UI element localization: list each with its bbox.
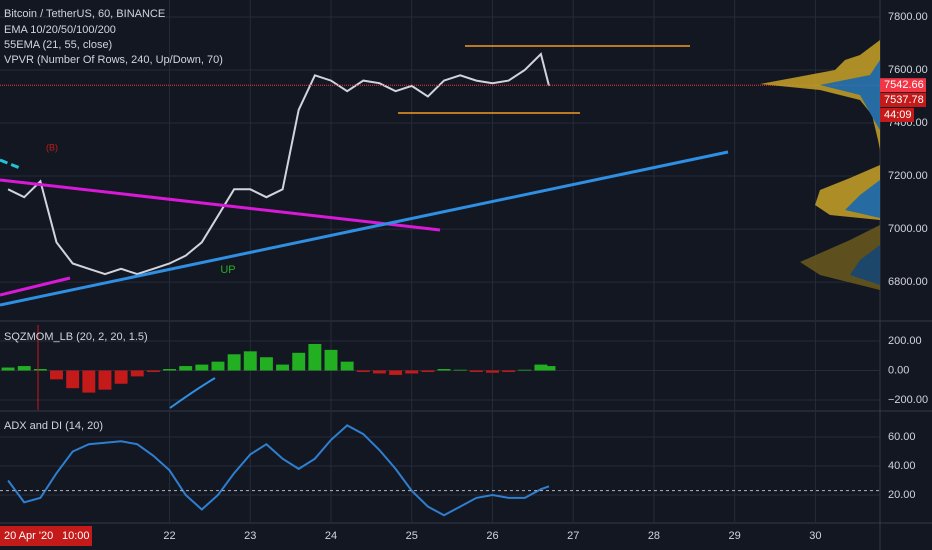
histogram-bar: [114, 370, 128, 384]
histogram-bar: [469, 370, 483, 372]
x-tick-label: 22: [163, 530, 175, 542]
histogram-bar: [146, 370, 160, 372]
trend-line: [0, 178, 441, 232]
y-tick-label: 60.00: [888, 431, 916, 443]
histogram-bar: [17, 366, 31, 371]
histogram-bar: [1, 367, 15, 371]
histogram-bar: [243, 351, 257, 371]
price-tag-bg: [880, 108, 914, 122]
indicator-label: 55EMA (21, 55, close): [4, 39, 112, 51]
y-tick-label: 7200.00: [888, 170, 928, 182]
histogram-bar: [389, 370, 403, 375]
price-tag: 7537.78: [884, 94, 924, 106]
indicator-label: EMA 10/20/50/100/200: [4, 24, 116, 36]
histogram-bar: [453, 369, 467, 371]
indicator-label: VPVR (Number Of Rows, 240, Up/Down, 70): [4, 54, 223, 66]
x-tick-label: 26: [486, 530, 498, 542]
y-tick-label: 7600.00: [888, 64, 928, 76]
histogram-bar: [227, 354, 241, 371]
x-tick-label: 28: [648, 530, 660, 542]
histogram-bar: [33, 369, 47, 371]
trend-line: [0, 158, 21, 170]
y-tick-label: 7800.00: [888, 11, 928, 23]
y-tick-label: −200.00: [888, 394, 928, 406]
histogram-bar: [372, 370, 386, 374]
histogram-bar: [211, 361, 225, 371]
pane-title: SQZMOM_LB (20, 2, 20, 1.5): [4, 331, 148, 343]
x-tick-label: 29: [729, 530, 741, 542]
histogram-bar: [163, 369, 176, 371]
symbol-title: Bitcoin / TetherUS, 60, BINANCE: [4, 8, 165, 20]
histogram-bar: [405, 370, 419, 374]
histogram-bar: [340, 361, 354, 371]
trend-line: [0, 276, 71, 297]
y-tick-label: 40.00: [888, 460, 916, 472]
y-tick-label: 7000.00: [888, 223, 928, 235]
series-line: [7, 52, 550, 276]
y-tick-label: 200.00: [888, 335, 922, 347]
annotation: UP: [220, 264, 235, 276]
histogram-bar: [534, 364, 548, 371]
crosshair-label-bg: [0, 526, 92, 546]
y-tick-label: 20.00: [888, 489, 916, 501]
histogram-bar: [50, 370, 63, 380]
histogram-bar: [98, 370, 112, 390]
price-tag-bg: [880, 93, 926, 107]
last-price-label: 7542.66: [884, 79, 924, 91]
histogram-bar: [276, 364, 290, 371]
histogram-bar: [518, 369, 532, 371]
x-tick-label: 30: [809, 530, 821, 542]
last-price-bg: [880, 78, 926, 93]
volume-profile: [760, 40, 880, 290]
drawing-line: [169, 377, 216, 409]
x-tick-label: 27: [567, 530, 579, 542]
histogram-bar: [82, 370, 96, 393]
histogram-bar: [66, 370, 80, 389]
histogram-bar: [292, 352, 306, 371]
histogram-bar: [437, 369, 451, 371]
histogram-bar: [130, 370, 144, 377]
x-tick-label: 25: [406, 530, 418, 542]
histogram-bar: [542, 366, 556, 371]
crosshair-time: 10:00: [62, 530, 90, 542]
x-tick-label: 23: [244, 530, 256, 542]
histogram-bar: [486, 370, 499, 373]
crosshair-date: 20 Apr '20: [4, 530, 53, 542]
histogram-bar: [502, 370, 516, 372]
countdown-tag: 44:09: [884, 109, 912, 121]
y-tick-label: 6800.00: [888, 276, 928, 288]
histogram-bar: [308, 343, 322, 371]
histogram-bar: [356, 370, 370, 372]
annotation: (B): [46, 142, 58, 152]
pane-title: ADX and DI (14, 20): [4, 420, 103, 432]
x-tick-label: 24: [325, 530, 337, 542]
histogram-bar: [179, 366, 193, 371]
histogram-bar: [421, 370, 435, 372]
y-tick-label: 0.00: [888, 364, 909, 376]
histogram-bar: [324, 349, 338, 371]
histogram-bar: [259, 357, 273, 371]
histogram-bar: [195, 364, 209, 371]
series-line: [7, 424, 550, 517]
trend-line: [0, 150, 729, 307]
